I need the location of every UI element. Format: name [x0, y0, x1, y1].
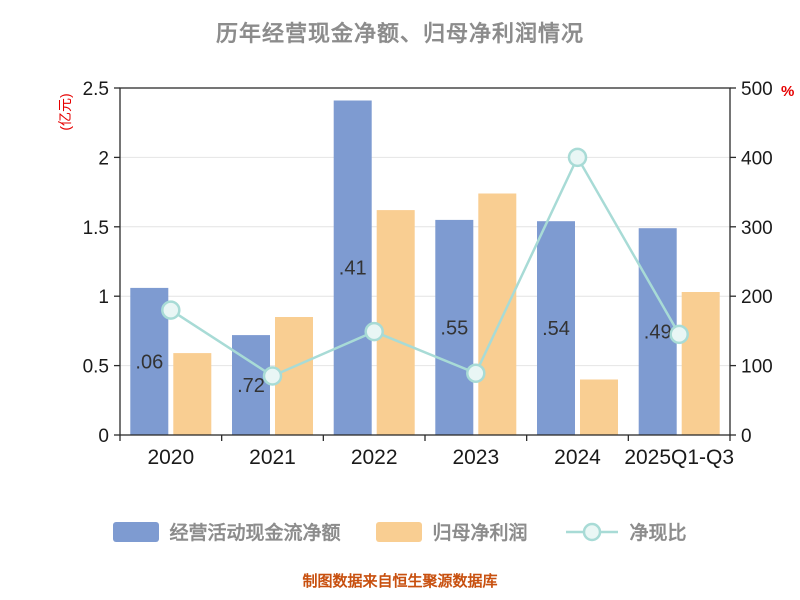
x-axis-label: 2024 — [554, 446, 601, 469]
right-axis-tick-label: 500 — [741, 79, 773, 100]
left-axis-unit: (亿元) — [57, 93, 73, 130]
line-marker — [669, 324, 689, 345]
left-axis-tick-label: 1.5 — [83, 218, 109, 239]
x-axis-label: 2020 — [147, 446, 194, 469]
left-axis-tick-label: 0 — [98, 426, 109, 447]
legend-swatch — [376, 521, 423, 542]
chart-title: 历年经营现金净额、归母净利润情况 — [215, 21, 584, 46]
right-axis-tick-label: 400 — [741, 148, 773, 169]
x-axis-label: 2021 — [249, 446, 296, 469]
line-marker — [364, 321, 384, 342]
legend-line-marker — [565, 522, 618, 541]
data-source-note: 制图数据来自恒生聚源数据库 — [302, 573, 498, 590]
right-axis-tick-label: 300 — [741, 218, 773, 239]
legend-item-3: 净现比 — [564, 518, 687, 545]
right-axis-tick-label: 100 — [741, 357, 773, 378]
bar-value-label: .72 — [237, 375, 265, 397]
bar-net-profit — [376, 210, 415, 435]
net-cash-ratio-line — [170, 154, 681, 378]
bar-value-label: .49 — [644, 322, 672, 344]
left-axis-tick-label: 1 — [98, 287, 109, 308]
right-axis-tick-label: 0 — [741, 426, 752, 447]
legend-label: 经营活动现金流净额 — [169, 523, 341, 544]
legend-swatch — [113, 521, 160, 542]
bar-operating-cashflow — [232, 335, 270, 435]
line-marker — [161, 300, 181, 320]
line-marker — [466, 363, 486, 383]
bar-net-profit — [580, 379, 618, 435]
right-axis-tick-label: 200 — [741, 287, 773, 308]
x-axis-label: 2023 — [452, 446, 499, 469]
bar-value-label: .41 — [339, 258, 367, 280]
x-axis-label: 2025Q1-Q3 — [624, 446, 734, 469]
legend-item-2: 归母净利润 — [376, 518, 528, 545]
bar-operating-cashflow — [435, 219, 474, 435]
left-axis-tick-label: 0.5 — [83, 357, 109, 378]
legend-label: 归母净利润 — [432, 523, 528, 544]
right-axis-unit: % — [781, 83, 794, 100]
bar-net-profit — [173, 353, 212, 435]
left-axis-tick-label: 2.5 — [83, 79, 109, 100]
bar-net-profit — [681, 292, 720, 435]
bar-operating-cashflow — [333, 100, 372, 435]
bar-net-profit — [478, 193, 517, 435]
line-marker — [262, 366, 283, 386]
x-axis-label: 2022 — [351, 446, 398, 469]
chart-legend: 经营活动现金流净额 归母净利润 净现比 — [0, 518, 800, 545]
legend-item-1: 经营活动现金流净额 — [113, 518, 340, 545]
bar-value-label: .55 — [440, 317, 468, 339]
bar-value-label: .06 — [135, 351, 163, 373]
legend-label: 净现比 — [629, 523, 687, 544]
chart-plot: .06 .72 .41 .55 .54 .49 0 0.5 1 1.5 2 2.5 0 100 200 300… — [57, 79, 794, 469]
line-marker — [567, 147, 588, 168]
left-axis-tick-label: 2 — [98, 148, 109, 169]
bar-operating-cashflow — [537, 221, 575, 435]
bar-value-label: .54 — [542, 318, 570, 340]
